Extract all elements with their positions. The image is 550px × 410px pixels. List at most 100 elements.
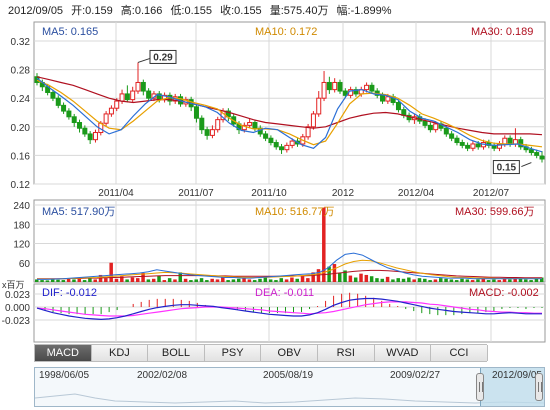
volume-bar[interactable] — [120, 276, 124, 282]
volume-bar[interactable] — [136, 278, 140, 282]
volume-bar[interactable] — [497, 280, 501, 282]
candle-body[interactable] — [209, 129, 215, 136]
candle-body[interactable] — [395, 101, 401, 111]
volume-bar[interactable] — [322, 207, 326, 282]
volume-bar[interactable] — [476, 279, 480, 282]
volume-bar[interactable] — [529, 280, 533, 282]
volume-bar[interactable] — [93, 279, 97, 282]
tab-wvad[interactable]: WVAD — [374, 345, 432, 361]
tab-boll[interactable]: BOLL — [148, 345, 205, 361]
volume-bar[interactable] — [61, 280, 66, 282]
volume-bar[interactable] — [88, 277, 92, 282]
volume-bar[interactable] — [274, 280, 278, 282]
volume-bar[interactable] — [125, 279, 129, 282]
volume-bar[interactable] — [284, 279, 289, 282]
volume-bar[interactable] — [183, 278, 188, 282]
candle-body[interactable] — [502, 137, 508, 145]
candle-body[interactable] — [199, 117, 205, 131]
volume-bar[interactable] — [385, 276, 390, 282]
volume-bar[interactable] — [401, 278, 406, 282]
candle-body[interactable] — [215, 119, 221, 131]
candle-body[interactable] — [193, 106, 199, 119]
volume-bar[interactable] — [263, 277, 268, 282]
volume-bar[interactable] — [45, 280, 50, 282]
volume-bar[interactable] — [290, 277, 294, 282]
volume-bar[interactable] — [465, 279, 470, 282]
candle-body[interactable] — [534, 152, 540, 156]
volume-bar[interactable] — [364, 274, 369, 282]
candle-body[interactable] — [268, 137, 274, 144]
volume-bar[interactable] — [417, 278, 422, 282]
volume-bar[interactable] — [210, 278, 214, 282]
volume-panel[interactable]: 240 180 120 60 MA5: 517.90万 MA10: 516.77万 MA30… — [2, 199, 546, 290]
candle-body[interactable] — [380, 94, 386, 102]
candle-body[interactable] — [66, 110, 72, 118]
volume-bar[interactable] — [348, 275, 353, 282]
candle-body[interactable] — [310, 113, 316, 128]
volume-bar[interactable] — [162, 280, 167, 282]
volume-bar[interactable] — [141, 273, 145, 282]
macd-panel[interactable]: 0.023 0.000 -0.023 DIF: -0.012 DEA: -0.011 MA… — [2, 283, 546, 343]
candle-body[interactable] — [305, 126, 311, 138]
candle-body[interactable] — [108, 107, 114, 115]
volume-bar[interactable] — [194, 279, 198, 282]
candle-body[interactable] — [92, 132, 98, 141]
volume-bar[interactable] — [369, 276, 374, 282]
candle-body[interactable] — [146, 90, 152, 99]
volume-bar[interactable] — [157, 275, 161, 282]
volume-bar[interactable] — [524, 279, 528, 282]
candle-body[interactable] — [263, 133, 269, 139]
candle-body[interactable] — [518, 139, 524, 148]
candle-body[interactable] — [273, 142, 279, 148]
candle-body[interactable] — [61, 104, 67, 112]
tab-psy[interactable]: PSY — [204, 345, 262, 361]
volume-bar[interactable] — [513, 278, 517, 282]
volume-bar[interactable] — [199, 278, 204, 282]
candle-body[interactable] — [369, 84, 375, 92]
volume-bar[interactable] — [104, 278, 108, 282]
volume-bar[interactable] — [380, 278, 385, 282]
candle-body[interactable] — [103, 113, 109, 124]
volume-bar[interactable] — [82, 280, 87, 282]
volume-bar[interactable] — [518, 278, 523, 282]
volume-bar[interactable] — [56, 279, 60, 282]
candle-body[interactable] — [337, 81, 343, 92]
candle-body[interactable] — [247, 122, 253, 126]
candle-body[interactable] — [449, 133, 455, 139]
volume-bar[interactable] — [540, 277, 544, 282]
candle-body[interactable] — [332, 81, 338, 91]
volume-bar[interactable] — [215, 279, 220, 282]
candle-body[interactable] — [422, 120, 428, 126]
volume-bar[interactable] — [109, 262, 113, 282]
volume-bar[interactable] — [77, 278, 82, 282]
candle-body[interactable] — [342, 90, 348, 96]
volume-bar[interactable] — [114, 278, 119, 282]
candle-body[interactable] — [539, 155, 545, 160]
volume-bar[interactable] — [237, 278, 241, 282]
candle-body[interactable] — [82, 127, 88, 135]
volume-bar[interactable] — [338, 273, 342, 282]
candle-body[interactable] — [507, 137, 513, 145]
volume-bar[interactable] — [391, 279, 395, 282]
volume-bar[interactable] — [226, 280, 230, 282]
candle-body[interactable] — [284, 144, 290, 151]
volume-bar[interactable] — [242, 278, 246, 282]
candle-body[interactable] — [512, 139, 518, 145]
volume-bar[interactable] — [40, 280, 44, 282]
volume-bar[interactable] — [433, 279, 438, 282]
candle-body[interactable] — [326, 81, 332, 91]
volume-bar[interactable] — [375, 278, 379, 282]
candle-body[interactable] — [140, 81, 146, 92]
range-navigator[interactable]: 1998/06/05 2002/02/08 2005/08/19 2009/02… — [34, 367, 545, 407]
candle-body[interactable] — [50, 91, 56, 99]
volume-bar[interactable] — [167, 278, 172, 282]
candle-body[interactable] — [87, 133, 93, 141]
volume-bar[interactable] — [205, 280, 209, 282]
candle-body[interactable] — [130, 90, 136, 101]
volume-bar[interactable] — [221, 277, 225, 282]
volume-bar[interactable] — [492, 279, 496, 282]
candle-body[interactable] — [252, 122, 258, 129]
volume-bar[interactable] — [470, 280, 475, 282]
volume-bar[interactable] — [412, 279, 416, 282]
